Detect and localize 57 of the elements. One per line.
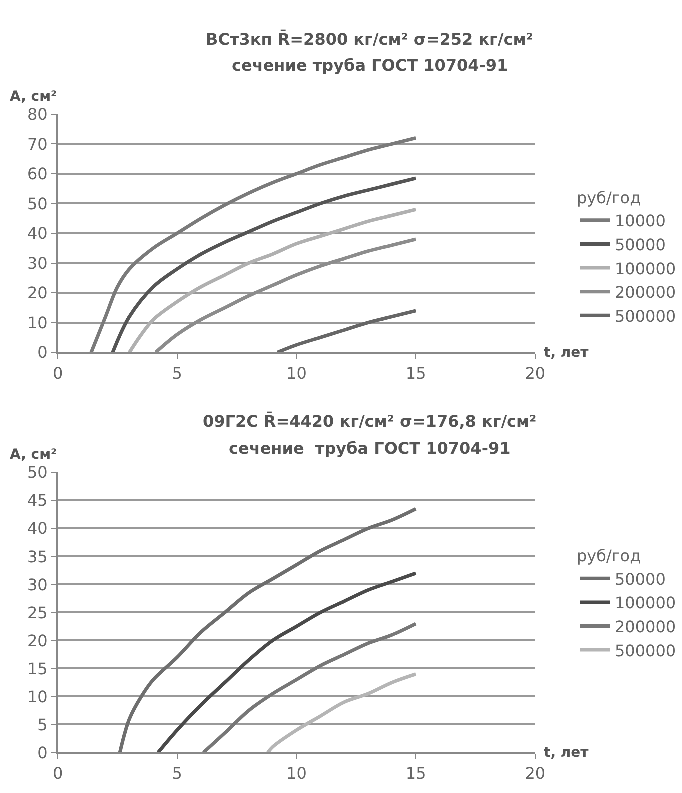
x-tick-label: 20	[525, 364, 546, 383]
legend-label: 10000	[615, 212, 666, 231]
x-tick-label: 5	[172, 364, 182, 383]
y-tick-label: 40	[27, 224, 48, 244]
line-series	[276, 309, 418, 353]
y-tick-label: 20	[27, 631, 48, 650]
line-series	[202, 622, 418, 753]
y-tick-label: 15	[27, 659, 48, 678]
y-tick-label: 30	[27, 254, 48, 273]
x-tick-label: 15	[406, 364, 426, 383]
chart-subtitle: сечение труба ГОСТ 10704-91	[232, 56, 508, 75]
line-series	[266, 672, 418, 753]
y-tick-label: 70	[27, 134, 48, 154]
y-axis-title: A, см²	[10, 89, 58, 105]
legend-title: руб/год	[577, 188, 642, 208]
y-tick-label: 60	[27, 164, 48, 184]
y-tick-label: 45	[27, 491, 48, 510]
x-tick-label: 0	[52, 364, 64, 383]
x-tick-label: 20	[525, 764, 546, 783]
line-series	[118, 507, 418, 753]
y-tick-label: 40	[27, 519, 48, 538]
y-tick-label: 5	[38, 715, 48, 734]
line-series	[111, 176, 418, 353]
legend-label: 50000	[615, 235, 666, 254]
y-axis-title: A, см²	[10, 447, 58, 463]
line-series	[128, 208, 418, 353]
y-tick-label: 35	[27, 547, 48, 566]
y-tick-label: 50	[27, 463, 48, 482]
legend-label: 500000	[615, 641, 676, 660]
x-tick-label: 5	[172, 764, 182, 783]
legend-label: 200000	[615, 283, 676, 302]
legend-label: 200000	[615, 617, 676, 636]
legend-label: 100000	[615, 259, 676, 278]
chart-title: ВСт3кп R̄=2800 кг/см² σ=252 кг/см²	[206, 29, 534, 49]
legend-label: 100000	[615, 594, 676, 613]
x-tick-label: 10	[286, 764, 307, 783]
y-tick-label: 20	[27, 284, 48, 303]
line-series	[156, 572, 418, 753]
y-tick-label: 50	[27, 194, 48, 214]
x-axis-title: t, лет	[544, 345, 590, 361]
legend-label: 50000	[615, 570, 666, 589]
y-tick-label: 0	[38, 743, 48, 762]
y-tick-label: 10	[27, 313, 48, 332]
chart-title: 09Г2С R̄=4420 кг/см² σ=176,8 кг/см²	[203, 411, 537, 431]
y-tick-label: 80	[27, 105, 48, 124]
x-tick-label: 15	[406, 764, 426, 783]
x-tick-label: 0	[52, 764, 64, 783]
y-tick-label: 10	[27, 687, 48, 706]
legend-label: 500000	[615, 306, 676, 326]
y-tick-label: 0	[38, 343, 48, 362]
x-tick-label: 10	[286, 364, 307, 383]
y-tick-label: 30	[27, 575, 48, 594]
line-series	[90, 136, 418, 353]
chart-subtitle: сечение труба ГОСТ 10704-91	[229, 439, 511, 458]
legend-title: руб/год	[577, 546, 642, 566]
x-axis-title: t, лет	[544, 745, 590, 761]
y-tick-label: 25	[27, 603, 48, 622]
